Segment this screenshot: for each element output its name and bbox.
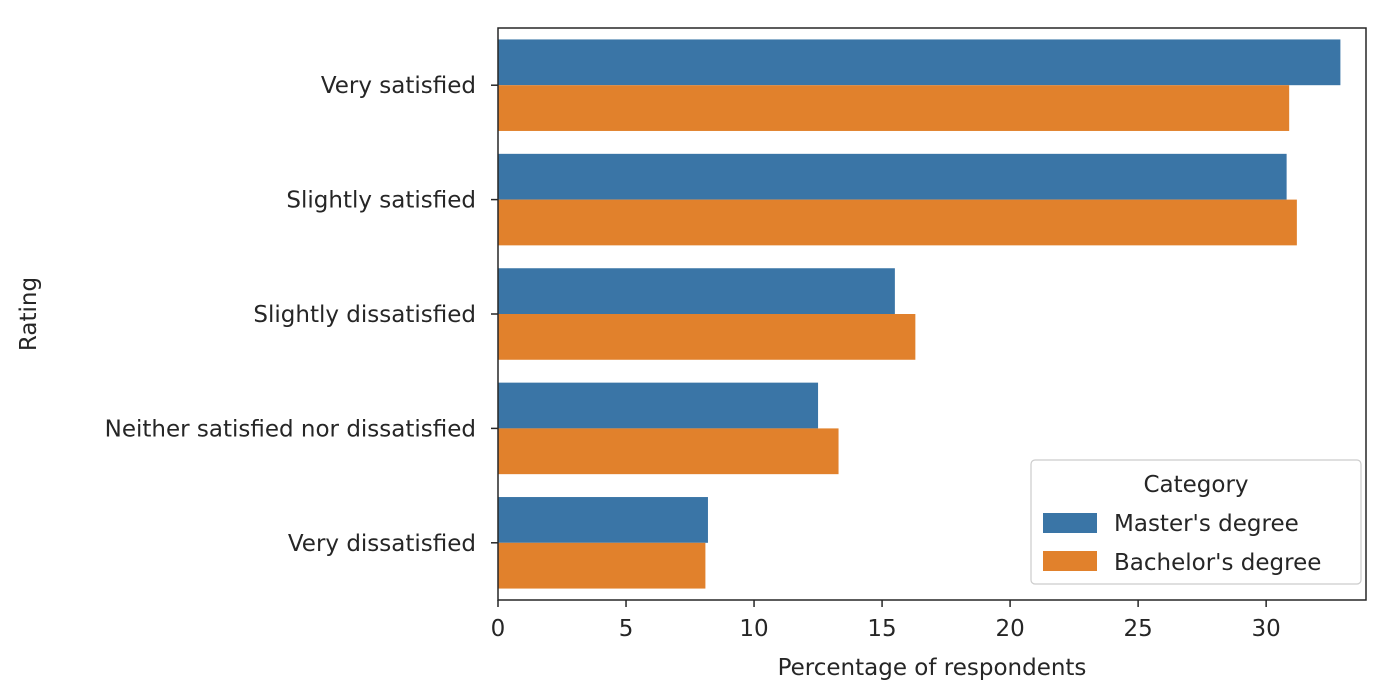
- bar-bachelors-1: [498, 199, 1297, 246]
- y-tick-label: Neither satisfied nor dissatisfied: [105, 416, 476, 442]
- bar-masters-1: [498, 153, 1287, 200]
- bar-masters-3: [498, 382, 819, 429]
- y-tick-labels: Very satisfied Slightly satisfied Slightly…: [105, 73, 498, 557]
- legend-swatch-bachelors: [1043, 551, 1097, 571]
- plot-frame: [497, 27, 1367, 601]
- legend-label-masters: Master's degree: [1114, 511, 1299, 537]
- x-tick-label: 0: [491, 616, 506, 642]
- legend-title: Category: [1143, 472, 1248, 498]
- x-tick-label: 10: [739, 616, 768, 642]
- x-tick-label: 20: [995, 616, 1024, 642]
- bars-group: [498, 39, 1341, 589]
- bar-bachelors-0: [498, 85, 1290, 131]
- bar-bachelors-2: [498, 314, 916, 360]
- bar-masters-0: [498, 39, 1341, 86]
- legend-swatch-masters: [1043, 513, 1097, 533]
- y-axis-label: Rating: [16, 277, 42, 351]
- bar-bachelors-3: [498, 428, 839, 475]
- x-tick-label: 5: [619, 616, 634, 642]
- bar-bachelors-4: [498, 542, 706, 589]
- x-tick-label: 30: [1252, 616, 1281, 642]
- x-axis-label: Percentage of respondents: [778, 655, 1087, 681]
- legend-frame: [1030, 459, 1362, 585]
- y-tick-label: Very dissatisfied: [288, 531, 476, 557]
- bar-masters-4: [498, 497, 708, 543]
- x-tick-label: 15: [867, 616, 896, 642]
- y-tick-label: Slightly satisfied: [286, 188, 476, 214]
- x-tick-label: 25: [1123, 616, 1152, 642]
- x-ticks: 0 5 10 15 20 25 30: [491, 600, 1281, 642]
- y-tick-label: Very satisfied: [321, 73, 476, 99]
- legend: Category Master's degree Bachelor's degr…: [1030, 459, 1362, 585]
- bar-masters-2: [498, 268, 895, 314]
- legend-label-bachelors: Bachelor's degree: [1114, 550, 1321, 576]
- y-tick-label: Slightly dissatisfied: [253, 302, 476, 328]
